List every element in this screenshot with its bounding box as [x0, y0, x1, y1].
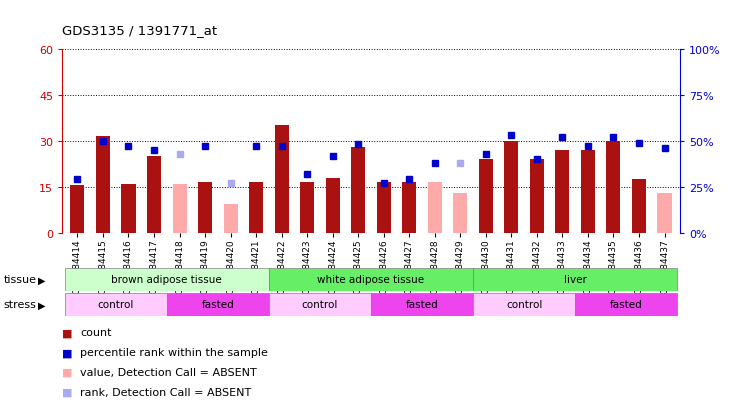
Text: percentile rank within the sample: percentile rank within the sample: [80, 347, 268, 357]
Bar: [371, 293, 473, 316]
Bar: [581, 151, 595, 233]
Text: count: count: [80, 328, 112, 337]
Text: control: control: [506, 299, 542, 310]
Bar: [275, 126, 289, 233]
Text: ■: ■: [62, 387, 72, 397]
Text: liver: liver: [564, 275, 586, 285]
Bar: [575, 293, 678, 316]
Text: fasted: fasted: [406, 299, 439, 310]
Bar: [473, 293, 575, 316]
Text: ▶: ▶: [38, 275, 45, 285]
Bar: [300, 183, 314, 233]
Bar: [70, 186, 85, 233]
Bar: [556, 151, 569, 233]
Bar: [147, 157, 161, 233]
Bar: [428, 183, 442, 233]
Bar: [351, 147, 366, 233]
Text: GDS3135 / 1391771_at: GDS3135 / 1391771_at: [62, 24, 217, 37]
Text: ▶: ▶: [38, 299, 45, 310]
Text: ■: ■: [62, 367, 72, 377]
Bar: [167, 293, 269, 316]
Bar: [173, 184, 186, 233]
Bar: [376, 183, 391, 233]
Bar: [607, 142, 621, 233]
Text: control: control: [302, 299, 338, 310]
Bar: [269, 293, 371, 316]
Bar: [121, 184, 135, 233]
Bar: [249, 183, 263, 233]
Text: fasted: fasted: [202, 299, 234, 310]
Bar: [402, 183, 416, 233]
Text: ■: ■: [62, 347, 72, 357]
Text: control: control: [97, 299, 134, 310]
Bar: [326, 178, 340, 233]
Bar: [269, 268, 473, 291]
Bar: [504, 142, 518, 233]
Bar: [473, 268, 678, 291]
Bar: [64, 268, 269, 291]
Text: fasted: fasted: [610, 299, 643, 310]
Bar: [657, 194, 672, 233]
Bar: [479, 160, 493, 233]
Bar: [224, 204, 238, 233]
Text: brown adipose tissue: brown adipose tissue: [111, 275, 222, 285]
Text: white adipose tissue: white adipose tissue: [317, 275, 425, 285]
Bar: [198, 183, 212, 233]
Text: rank, Detection Call = ABSENT: rank, Detection Call = ABSENT: [80, 387, 251, 397]
Bar: [453, 194, 467, 233]
Text: stress: stress: [4, 299, 37, 310]
Bar: [64, 293, 167, 316]
Text: tissue: tissue: [4, 275, 37, 285]
Bar: [530, 160, 544, 233]
Bar: [632, 180, 646, 233]
Text: ■: ■: [62, 328, 72, 337]
Text: value, Detection Call = ABSENT: value, Detection Call = ABSENT: [80, 367, 257, 377]
Bar: [96, 137, 110, 233]
